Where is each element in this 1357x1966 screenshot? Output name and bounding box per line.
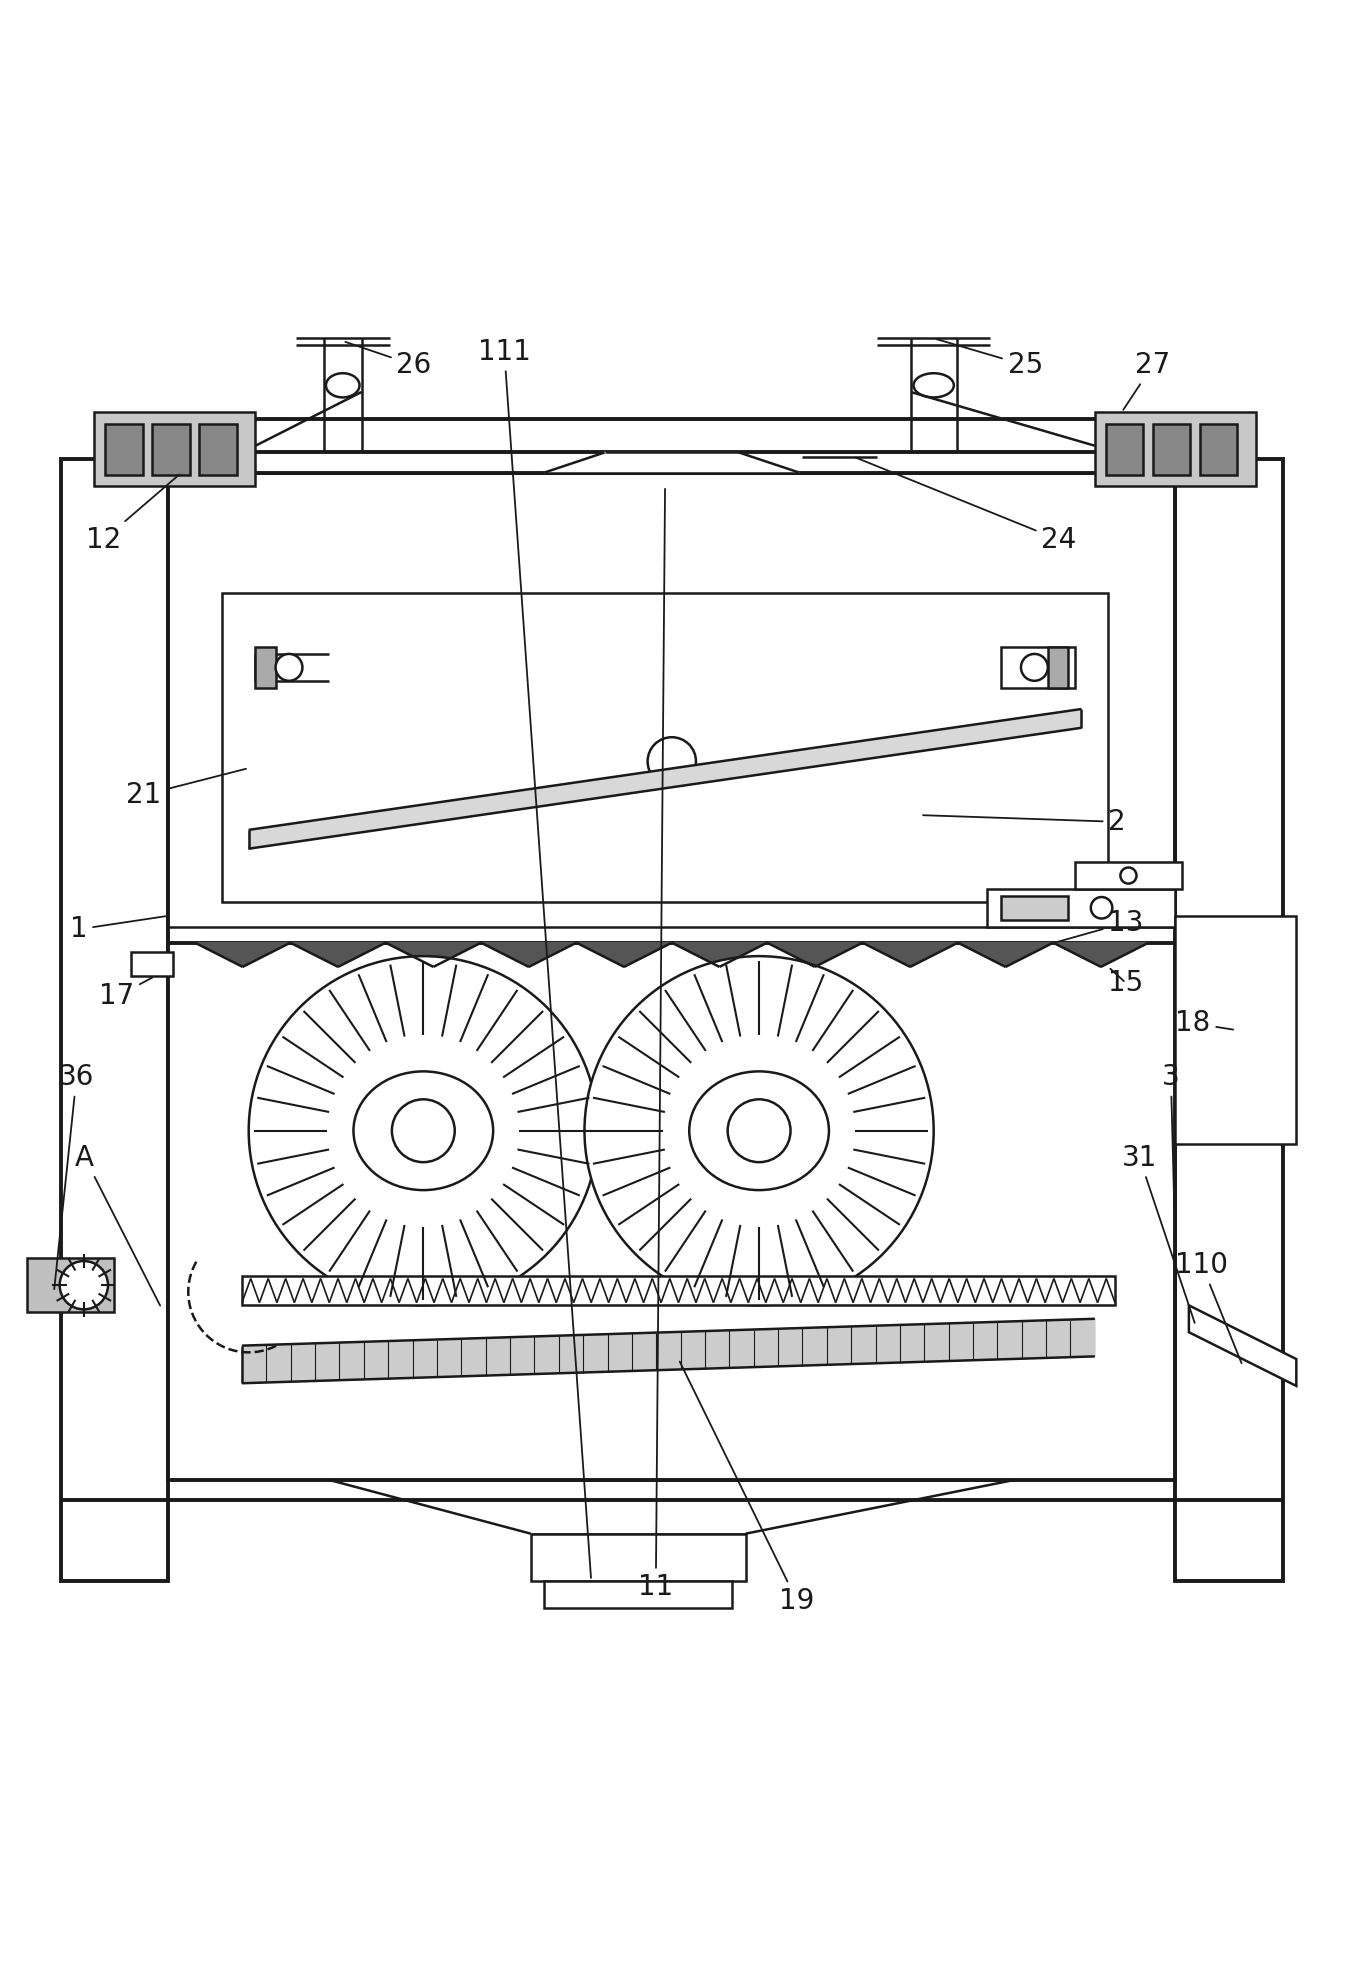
Text: 12: 12 xyxy=(85,474,179,554)
Bar xyxy=(1095,413,1257,486)
Text: 15: 15 xyxy=(1109,969,1144,997)
Text: 3: 3 xyxy=(1162,1064,1179,1248)
Text: 25: 25 xyxy=(936,338,1042,379)
Bar xyxy=(255,647,275,688)
Bar xyxy=(27,1258,114,1311)
Polygon shape xyxy=(1053,944,1148,967)
Polygon shape xyxy=(482,944,577,967)
Circle shape xyxy=(647,737,696,786)
Bar xyxy=(988,889,1175,926)
Polygon shape xyxy=(544,452,799,472)
Polygon shape xyxy=(1189,1305,1296,1386)
Polygon shape xyxy=(290,944,385,967)
Text: 19: 19 xyxy=(680,1362,814,1614)
Polygon shape xyxy=(195,944,290,967)
Bar xyxy=(199,425,236,476)
Circle shape xyxy=(1020,655,1048,680)
Bar xyxy=(1001,896,1068,920)
Polygon shape xyxy=(577,944,672,967)
Bar xyxy=(242,1276,1115,1305)
Bar xyxy=(544,1581,733,1608)
Text: 31: 31 xyxy=(1122,1144,1194,1323)
Bar xyxy=(1152,425,1190,476)
Bar xyxy=(1048,647,1068,688)
Ellipse shape xyxy=(353,1071,493,1189)
Polygon shape xyxy=(863,944,958,967)
Ellipse shape xyxy=(326,374,360,397)
Text: 36: 36 xyxy=(54,1064,94,1290)
Text: 27: 27 xyxy=(1124,352,1170,409)
Polygon shape xyxy=(242,1319,1095,1384)
Bar xyxy=(1175,916,1296,1144)
Bar xyxy=(152,425,190,476)
Bar xyxy=(94,413,255,486)
Circle shape xyxy=(248,955,598,1305)
Circle shape xyxy=(275,655,303,680)
Circle shape xyxy=(1121,867,1137,883)
Polygon shape xyxy=(672,944,767,967)
Bar xyxy=(168,472,1175,1480)
Circle shape xyxy=(585,955,934,1305)
Circle shape xyxy=(1091,896,1113,918)
Polygon shape xyxy=(767,944,863,967)
Bar xyxy=(221,594,1109,902)
Bar xyxy=(1200,425,1238,476)
Bar xyxy=(104,425,142,476)
Text: 1: 1 xyxy=(71,916,166,944)
Text: 21: 21 xyxy=(126,769,246,808)
Ellipse shape xyxy=(689,1071,829,1189)
Text: 26: 26 xyxy=(345,342,432,379)
Bar xyxy=(168,452,1175,472)
Polygon shape xyxy=(385,944,482,967)
Text: 13: 13 xyxy=(1057,908,1144,942)
Circle shape xyxy=(392,1099,455,1162)
Text: 17: 17 xyxy=(99,977,152,1011)
Text: 24: 24 xyxy=(856,458,1076,554)
Text: 2: 2 xyxy=(923,808,1126,836)
Text: 111: 111 xyxy=(478,338,592,1579)
Bar xyxy=(130,952,174,977)
Text: 110: 110 xyxy=(1175,1250,1242,1362)
Bar xyxy=(1175,460,1282,1581)
Polygon shape xyxy=(248,710,1082,849)
Ellipse shape xyxy=(913,374,954,397)
Bar xyxy=(61,460,168,1581)
Circle shape xyxy=(60,1260,109,1309)
Text: 11: 11 xyxy=(638,490,673,1602)
Bar xyxy=(1001,647,1075,688)
Bar xyxy=(1075,863,1182,889)
Text: 18: 18 xyxy=(1175,1009,1234,1038)
Bar xyxy=(1106,425,1143,476)
Text: A: A xyxy=(75,1144,160,1305)
Polygon shape xyxy=(958,944,1053,967)
Bar xyxy=(531,1533,745,1581)
Circle shape xyxy=(727,1099,791,1162)
